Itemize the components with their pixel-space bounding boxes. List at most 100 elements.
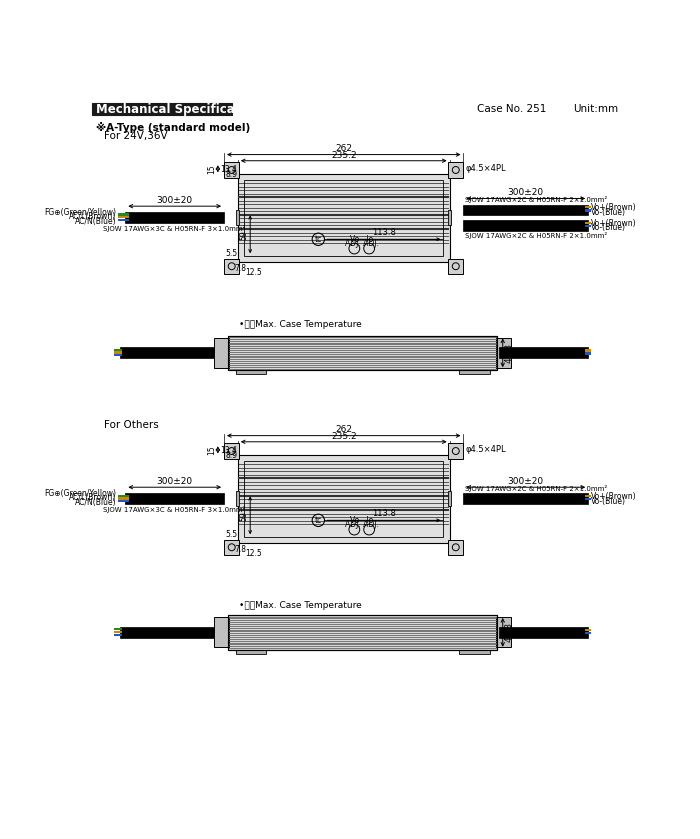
- Bar: [448, 210, 451, 226]
- Bar: [496, 338, 511, 367]
- Text: 235.2: 235.2: [331, 432, 356, 441]
- Text: 262: 262: [335, 425, 352, 434]
- Bar: [224, 443, 239, 459]
- Bar: [114, 354, 122, 357]
- Bar: [585, 629, 591, 631]
- Bar: [459, 370, 490, 374]
- Bar: [114, 633, 122, 636]
- Bar: [585, 209, 591, 211]
- Text: Vo   Io: Vo Io: [350, 235, 373, 244]
- Text: 113.8: 113.8: [372, 228, 396, 237]
- Bar: [214, 338, 230, 367]
- Text: 13.4: 13.4: [220, 446, 237, 455]
- Bar: [585, 495, 591, 498]
- Text: 12.5: 12.5: [246, 549, 262, 558]
- Bar: [499, 627, 588, 638]
- Bar: [448, 443, 463, 459]
- Text: 300±20: 300±20: [157, 477, 193, 486]
- Bar: [114, 352, 122, 353]
- Bar: [118, 494, 129, 497]
- Text: Vo-(Blue): Vo-(Blue): [591, 497, 626, 506]
- Text: SJOW 17AWG×3C & H05RN-F 3×1.0mm²: SJOW 17AWG×3C & H05RN-F 3×1.0mm²: [104, 507, 246, 513]
- Text: ADJ. ADJ.: ADJ. ADJ.: [345, 520, 379, 529]
- Bar: [224, 258, 239, 274]
- Bar: [499, 347, 588, 358]
- Text: tc: tc: [315, 235, 322, 244]
- Text: Vo+(Brown): Vo+(Brown): [591, 219, 636, 227]
- Text: SJOW 17AWG×2C & H05RN-F 2×1.0mm²: SJOW 17AWG×2C & H05RN-F 2×1.0mm²: [465, 485, 608, 492]
- Bar: [118, 216, 129, 218]
- Text: •Ⓣ：Max. Case Temperature: •Ⓣ：Max. Case Temperature: [239, 320, 362, 329]
- Text: φ4.5×4PL: φ4.5×4PL: [466, 164, 506, 173]
- Text: •Ⓣ：Max. Case Temperature: •Ⓣ：Max. Case Temperature: [239, 602, 362, 610]
- Bar: [235, 370, 266, 374]
- Text: AC/L(Brown): AC/L(Brown): [69, 212, 116, 221]
- Bar: [114, 631, 122, 633]
- Text: 300±20: 300±20: [157, 195, 193, 205]
- Text: 7.8: 7.8: [234, 264, 246, 273]
- Bar: [244, 461, 444, 537]
- Bar: [238, 455, 449, 544]
- Bar: [228, 336, 497, 370]
- Text: Case No. 251: Case No. 251: [477, 104, 546, 114]
- Bar: [120, 347, 214, 358]
- Text: AC/L(Brown): AC/L(Brown): [69, 493, 116, 503]
- Bar: [125, 493, 224, 504]
- Text: 59: 59: [239, 511, 248, 520]
- Text: tc: tc: [315, 516, 322, 525]
- Text: 262: 262: [335, 144, 352, 153]
- Bar: [214, 618, 230, 648]
- Text: 300±20: 300±20: [508, 477, 544, 486]
- Text: AC/N(Blue): AC/N(Blue): [75, 217, 116, 226]
- Text: φ4.5×4PL: φ4.5×4PL: [466, 445, 506, 454]
- Text: 235.2: 235.2: [331, 151, 356, 160]
- Bar: [92, 103, 232, 115]
- Bar: [585, 225, 591, 227]
- Bar: [448, 258, 463, 274]
- Text: Vo-(Blue): Vo-(Blue): [591, 208, 626, 216]
- Text: 12.5: 12.5: [246, 268, 262, 277]
- Text: AC/N(Blue): AC/N(Blue): [75, 498, 116, 507]
- Text: 5.5: 5.5: [225, 529, 237, 539]
- Bar: [585, 352, 591, 355]
- Bar: [224, 539, 239, 555]
- Bar: [224, 162, 239, 178]
- Text: SJOW 17AWG×2C & H05RN-F 2×1.0mm²: SJOW 17AWG×2C & H05RN-F 2×1.0mm²: [465, 232, 608, 239]
- Bar: [585, 349, 591, 352]
- Text: Mechanical Specification: Mechanical Specification: [96, 102, 261, 116]
- Text: Vo-(Blue): Vo-(Blue): [591, 223, 626, 232]
- Text: For Others: For Others: [104, 420, 159, 430]
- Bar: [228, 336, 497, 370]
- Bar: [118, 500, 129, 503]
- Text: For 24V,36V: For 24V,36V: [104, 132, 167, 142]
- Bar: [114, 628, 122, 630]
- Text: 13.4: 13.4: [220, 164, 237, 174]
- Bar: [118, 213, 129, 216]
- Text: 8.9: 8.9: [225, 170, 237, 179]
- Bar: [237, 210, 239, 226]
- Bar: [463, 205, 588, 216]
- Bar: [585, 206, 591, 208]
- Text: 7.8: 7.8: [234, 545, 246, 554]
- Bar: [238, 174, 449, 263]
- Text: 15: 15: [207, 445, 216, 455]
- Bar: [235, 649, 266, 654]
- Text: 15: 15: [207, 164, 216, 174]
- Text: 43.8: 43.8: [505, 623, 514, 643]
- Text: 113.8: 113.8: [372, 509, 396, 518]
- Bar: [585, 498, 591, 500]
- Text: Vo+(Brown): Vo+(Brown): [591, 492, 636, 501]
- Bar: [463, 220, 588, 231]
- Bar: [118, 219, 129, 221]
- Text: SJOW 17AWG×3C & H05RN-F 3×1.0mm²: SJOW 17AWG×3C & H05RN-F 3×1.0mm²: [104, 226, 246, 232]
- Bar: [118, 498, 129, 499]
- Text: ADJ. ADJ.: ADJ. ADJ.: [345, 239, 379, 248]
- Bar: [228, 615, 497, 649]
- Bar: [244, 180, 444, 256]
- Bar: [448, 491, 451, 507]
- Text: 300±20: 300±20: [508, 188, 544, 197]
- Bar: [585, 221, 591, 224]
- Text: Unit:mm: Unit:mm: [573, 104, 618, 114]
- Text: Vo   Io: Vo Io: [350, 516, 373, 525]
- Text: 8.9: 8.9: [225, 451, 237, 460]
